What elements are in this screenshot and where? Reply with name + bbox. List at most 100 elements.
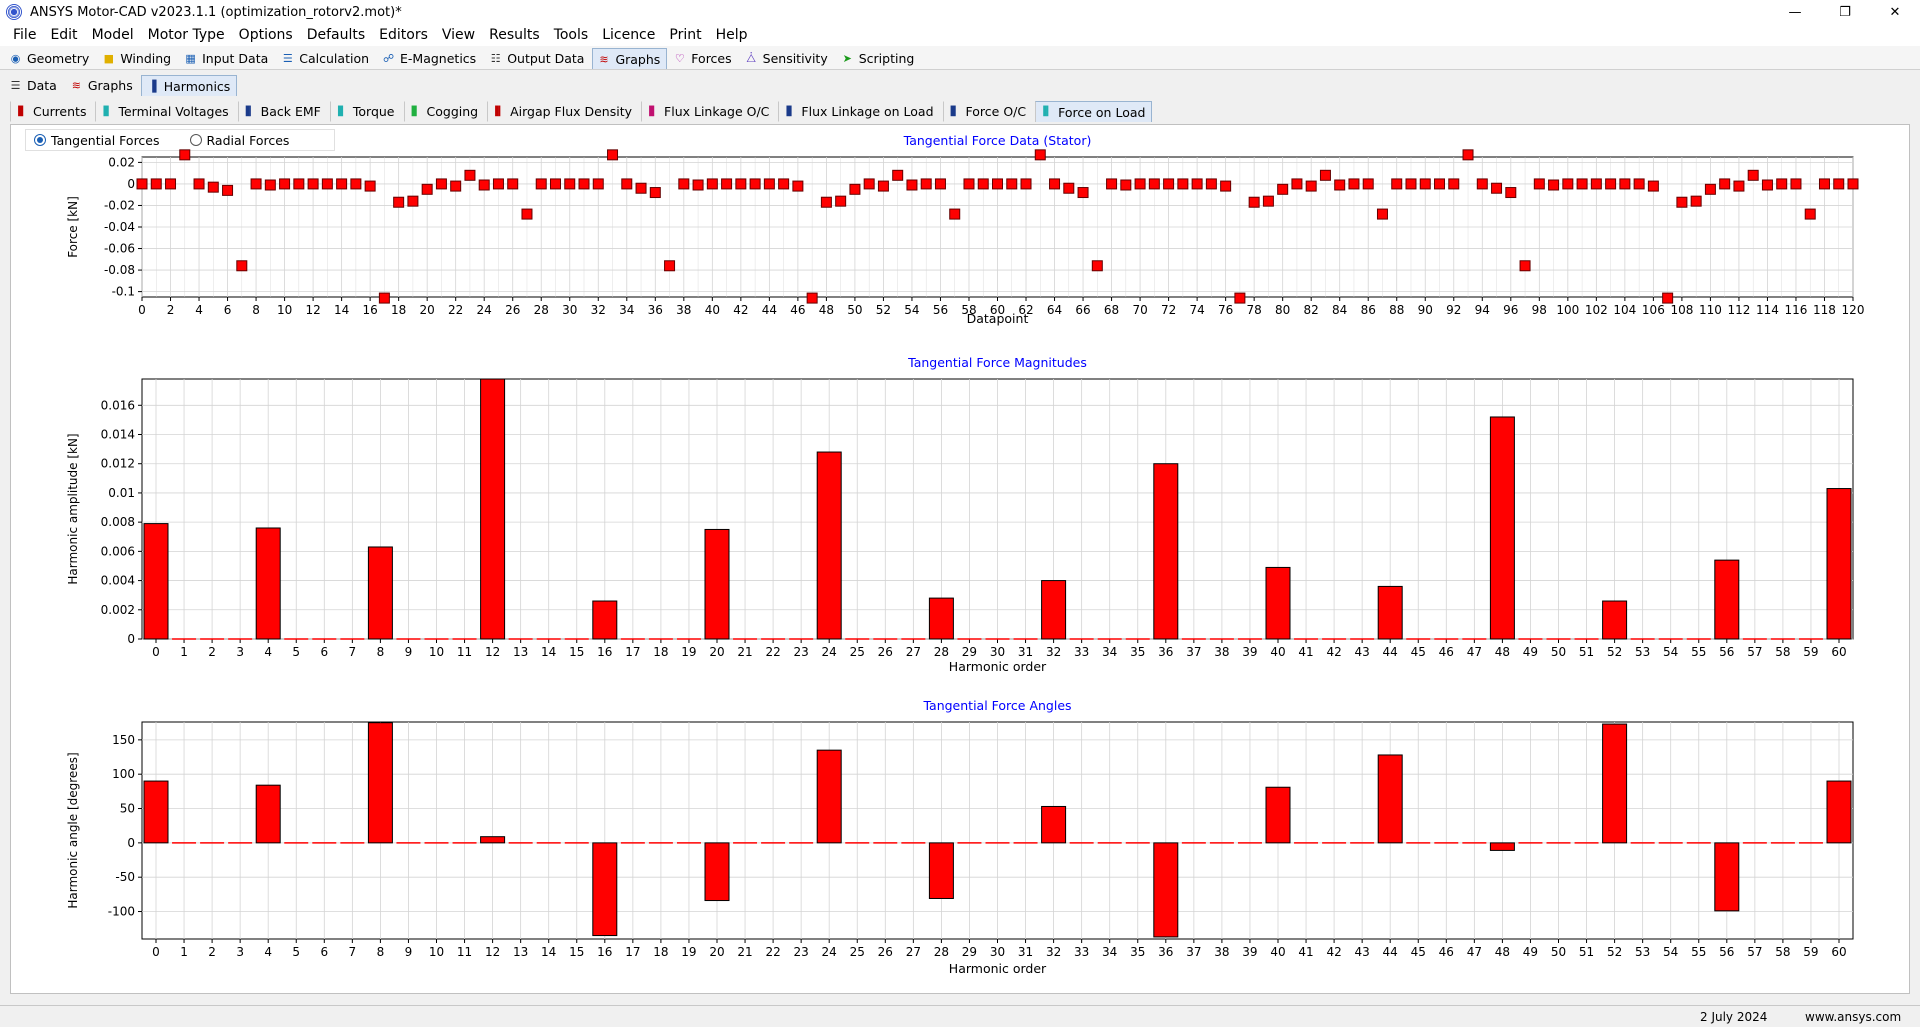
- menu-item-editors[interactable]: Editors: [379, 27, 428, 43]
- menu-item-view[interactable]: View: [441, 27, 476, 43]
- data-point: [492, 178, 504, 190]
- x-tick-label: 39: [1242, 945, 1257, 959]
- data-point: [336, 178, 348, 190]
- x-tick-label: 24: [822, 645, 837, 659]
- x-tick-label: 25: [850, 645, 865, 659]
- close-button[interactable]: ✕: [1889, 4, 1901, 20]
- harmonic-tab-flux-linkage-o-c[interactable]: ▐▎ Flux Linkage O/C: [641, 101, 776, 122]
- data-point: [763, 178, 775, 190]
- data-point: [621, 178, 633, 190]
- harmonic-tab-terminal-voltages[interactable]: ▐▎ Terminal Voltages: [95, 101, 235, 122]
- tab-label: E-Magnetics: [400, 51, 477, 66]
- menu-item-defaults[interactable]: Defaults: [306, 27, 366, 43]
- tab-e-magnetics[interactable]: ☍ E-Magnetics: [377, 48, 483, 69]
- harmonic-tab-cogging[interactable]: ▐▎ Cogging: [403, 101, 486, 122]
- tab-label: Cogging: [426, 104, 479, 119]
- menu-item-print[interactable]: Print: [669, 27, 702, 43]
- menu-item-motor-type[interactable]: Motor Type: [147, 27, 225, 43]
- subtab-harmonics[interactable]: ▐ Harmonics: [140, 75, 238, 96]
- data-point: [635, 182, 647, 194]
- menu-item-help[interactable]: Help: [715, 27, 748, 43]
- tab-forces[interactable]: ♡ Forces: [668, 48, 738, 69]
- x-tick-label: 20: [709, 645, 724, 659]
- tab-label: Airgap Flux Density: [510, 104, 633, 119]
- tab-sensitivity[interactable]: ⧊ Sensitivity: [740, 48, 835, 69]
- harmonic-tab-currents[interactable]: ▐▎ Currents: [10, 101, 93, 122]
- data-point: [863, 178, 875, 190]
- x-tick-label: 48: [1495, 945, 1510, 959]
- x-tick-label: 60: [1831, 945, 1846, 959]
- tab-label: Input Data: [202, 51, 269, 66]
- x-tick-label: 20: [709, 945, 724, 959]
- harmonic-tab-force-o-c[interactable]: ▐▎ Force O/C: [942, 101, 1034, 122]
- x-tick-label: 11: [457, 645, 472, 659]
- x-tick-label: 11: [457, 945, 472, 959]
- x-tick-label: 28: [534, 303, 549, 317]
- scripting-icon: ➤: [842, 52, 852, 65]
- x-tick-label: 18: [653, 945, 668, 959]
- menu-item-results[interactable]: Results: [489, 27, 540, 43]
- y-tick-label: 0.02: [108, 155, 135, 169]
- harmonic-tab-back-emf[interactable]: ▐▎ Back EMF: [237, 101, 328, 122]
- x-tick-label: 16: [362, 303, 377, 317]
- x-tick-label: 24: [477, 303, 492, 317]
- data-point: [1619, 178, 1631, 190]
- x-tick-label: 60: [1831, 645, 1846, 659]
- x-tick-label: 6: [320, 945, 328, 959]
- harmonic-tab-torque[interactable]: ▐▎ Torque: [329, 101, 402, 122]
- harmonic-tab-airgap-flux-density[interactable]: ▐▎ Airgap Flux Density: [487, 101, 639, 122]
- subtab-data[interactable]: ☰ Data: [4, 75, 64, 96]
- x-tick-label: 76: [1218, 303, 1233, 317]
- data-point: [1434, 178, 1446, 190]
- tab-geometry[interactable]: ◉ Geometry: [4, 48, 96, 69]
- tab-label: Sensitivity: [762, 51, 828, 66]
- data-point: [378, 292, 390, 304]
- data-point: [1462, 149, 1474, 161]
- bar: [255, 527, 281, 640]
- tab-scripting[interactable]: ➤ Scripting: [836, 48, 922, 69]
- data-point: [1776, 178, 1788, 190]
- harmonic-tab-flux-linkage-on-load[interactable]: ▐▎ Flux Linkage on Load: [778, 101, 940, 122]
- x-tick-label: 18: [653, 645, 668, 659]
- tab-winding[interactable]: ■ Winding: [97, 48, 178, 69]
- x-tick-label: 2: [167, 303, 175, 317]
- y-tick-label: -0.08: [104, 263, 135, 277]
- tab-label: Forces: [691, 51, 732, 66]
- y-tick-label: -0.1: [112, 285, 135, 299]
- menu-item-edit[interactable]: Edit: [50, 27, 78, 43]
- x-tick-label: 12: [485, 945, 500, 959]
- tab-output-data[interactable]: ☷ Output Data: [484, 48, 591, 69]
- menu-item-options[interactable]: Options: [238, 27, 293, 43]
- menu-item-tools[interactable]: Tools: [553, 27, 589, 43]
- data-point: [1319, 169, 1331, 181]
- tab-input-data[interactable]: ▦ Input Data: [179, 48, 275, 69]
- harmonic-bars-icon: ▐▎: [334, 106, 349, 117]
- tab-graphs[interactable]: ≋ Graphs: [592, 48, 668, 69]
- menu-item-licence[interactable]: Licence: [602, 27, 656, 43]
- harmonic-tab-force-on-load[interactable]: ▐▎ Force on Load: [1035, 101, 1153, 122]
- radial-forces-radio[interactable]: Radial Forces: [189, 133, 289, 148]
- maximize-button[interactable]: ❐: [1839, 4, 1851, 20]
- x-tick-label: 12: [305, 303, 320, 317]
- data-point: [977, 178, 989, 190]
- forces-icon: ♡: [674, 52, 685, 65]
- sensitivity-icon: ⧊: [746, 51, 757, 65]
- data-point: [1761, 179, 1773, 191]
- tab-calculation[interactable]: ☰ Calculation: [276, 48, 376, 69]
- x-tick-label: 57: [1747, 945, 1762, 959]
- minimize-button[interactable]: —: [1788, 4, 1802, 20]
- x-tick-label: 3: [236, 645, 244, 659]
- menu-item-model[interactable]: Model: [91, 27, 134, 43]
- y-tick-label: 0.006: [101, 544, 135, 558]
- data-point: [1804, 208, 1816, 220]
- menu-item-file[interactable]: File: [13, 27, 37, 43]
- data-point: [949, 208, 961, 220]
- subtab-graphs[interactable]: ≋ Graphs: [65, 75, 140, 96]
- data-point: [1106, 178, 1118, 190]
- x-tick-label: 41: [1298, 945, 1313, 959]
- chart-title: Tangential Force Magnitudes: [907, 355, 1087, 370]
- data-point: [1790, 178, 1802, 190]
- x-tick-label: 31: [1018, 945, 1033, 959]
- tangential-forces-radio[interactable]: Tangential Forces: [34, 133, 160, 148]
- chart-title: Tangential Force Data (Stator): [903, 133, 1092, 148]
